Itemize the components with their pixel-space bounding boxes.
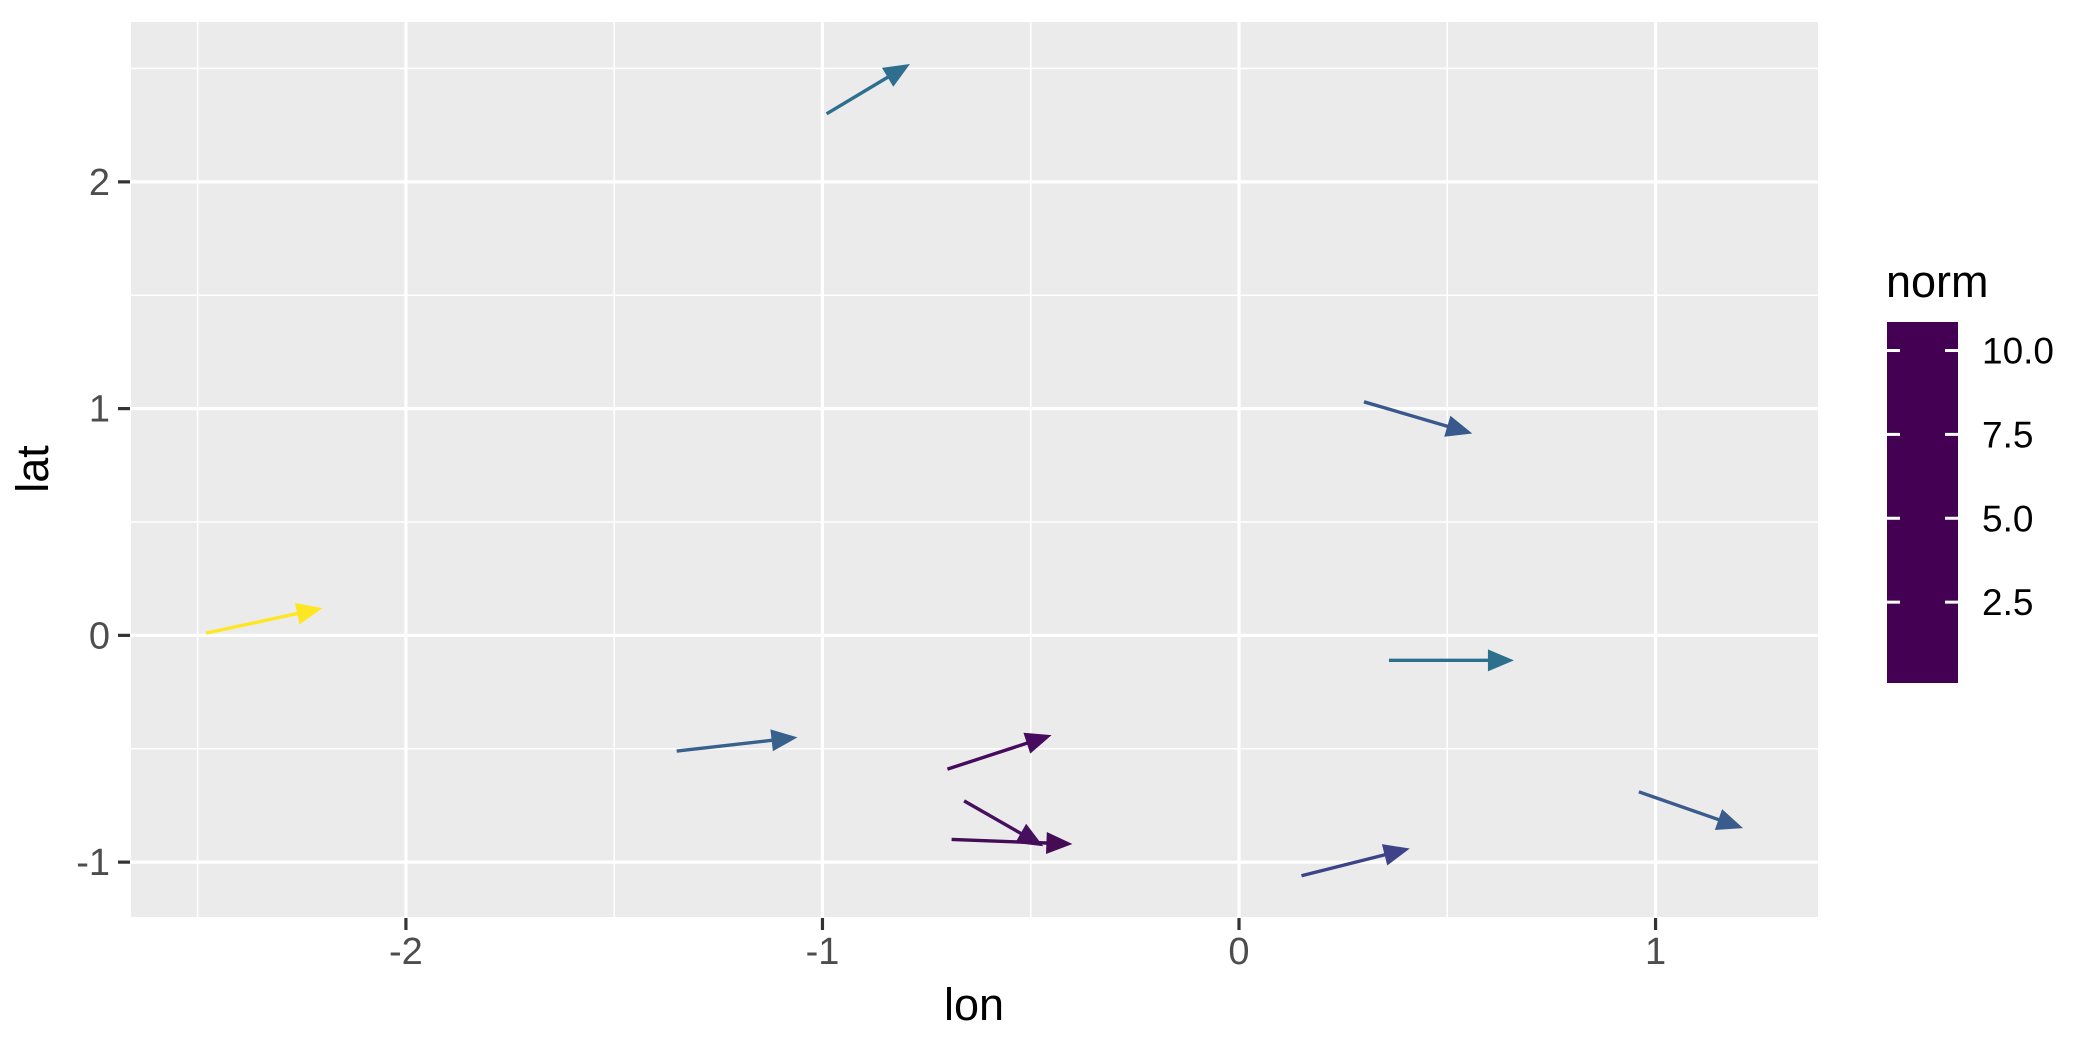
colorbar-tick-label: 10.0 — [1982, 331, 2054, 372]
vector-arrow — [946, 732, 1052, 771]
axis-tick-marks — [118, 180, 1658, 930]
x-tick-label: -2 — [389, 931, 423, 973]
major-gridlines — [131, 22, 1818, 917]
vector-arrow-head — [881, 63, 910, 87]
colorbar-legend: norm 10.0 7.5 5.0 2.5 — [1886, 256, 2054, 683]
vector-arrow-head — [1045, 832, 1073, 855]
vector-arrows — [205, 63, 1744, 878]
vector-arrow — [1388, 649, 1514, 672]
colorbar-tick-label: 5.0 — [1982, 498, 2033, 539]
vector-arrow — [676, 729, 798, 753]
vector-arrow — [1301, 844, 1410, 878]
y-axis-title: lat — [7, 445, 58, 493]
colorbar-tick-marks — [1887, 349, 1958, 604]
vector-arrow — [205, 602, 323, 635]
vector-arrow-head — [1381, 844, 1410, 866]
colorbar-gradient — [1887, 322, 1958, 683]
vector-arrow — [1638, 790, 1744, 830]
vector-arrow-shaft — [963, 799, 1025, 837]
vector-arrow-head — [1714, 809, 1744, 830]
x-tick-label: -1 — [806, 931, 840, 973]
vector-arrow-shaft — [951, 837, 1050, 845]
y-tick-label: 1 — [89, 389, 110, 431]
vector-arrow-head — [1487, 649, 1514, 672]
legend-title: norm — [1886, 256, 1989, 307]
x-tick-label: 0 — [1228, 931, 1249, 973]
vector-arrow-shaft — [1301, 852, 1388, 878]
x-axis-title: lon — [944, 979, 1004, 1030]
y-tick-label: 0 — [89, 615, 110, 657]
vector-arrow-shaft — [676, 738, 775, 753]
vector-arrow-head — [1023, 732, 1052, 754]
vector-arrow — [825, 63, 910, 116]
vector-arrow-head — [294, 602, 323, 625]
vector-arrow-head — [1444, 415, 1473, 437]
vector-arrow — [1363, 400, 1473, 437]
vector-arrow-shaft — [205, 611, 301, 635]
vector-arrow-head — [770, 729, 798, 752]
x-tick-label: 1 — [1645, 931, 1666, 973]
vector-arrow-shaft — [825, 74, 892, 116]
vector-arrow-shaft — [1363, 400, 1451, 429]
axis-tick-labels: -2 -1 0 1 -1 0 1 2 — [76, 162, 1666, 973]
y-tick-label: 2 — [89, 162, 110, 204]
plot-panel — [131, 22, 1818, 917]
vector-arrow-shaft — [946, 740, 1031, 771]
colorbar-tick-label: 2.5 — [1982, 582, 2033, 623]
minor-gridlines — [131, 22, 1818, 917]
colorbar-tick-label: 7.5 — [1982, 414, 2033, 455]
vector-arrow — [951, 832, 1073, 855]
vector-arrow-shaft — [1638, 790, 1722, 823]
colorbar-tick-labels: 10.0 7.5 5.0 2.5 — [1982, 331, 2054, 624]
y-tick-label: -1 — [76, 842, 110, 884]
